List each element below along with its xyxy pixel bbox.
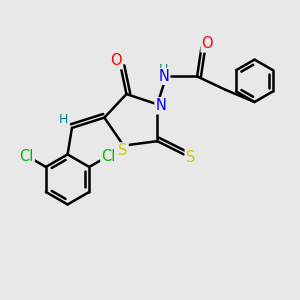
Text: Cl: Cl bbox=[20, 149, 34, 164]
Text: S: S bbox=[186, 150, 195, 165]
Text: S: S bbox=[118, 143, 128, 158]
Text: N: N bbox=[155, 98, 166, 113]
Text: H: H bbox=[159, 62, 169, 76]
Text: O: O bbox=[202, 37, 213, 52]
Text: N: N bbox=[158, 69, 169, 84]
Text: Cl: Cl bbox=[101, 149, 116, 164]
Text: O: O bbox=[110, 53, 122, 68]
Text: H: H bbox=[59, 113, 68, 126]
